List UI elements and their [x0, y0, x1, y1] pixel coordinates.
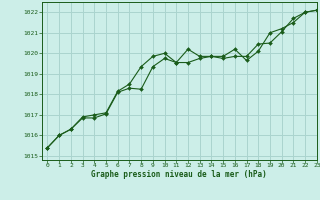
X-axis label: Graphe pression niveau de la mer (hPa): Graphe pression niveau de la mer (hPa)	[91, 170, 267, 179]
